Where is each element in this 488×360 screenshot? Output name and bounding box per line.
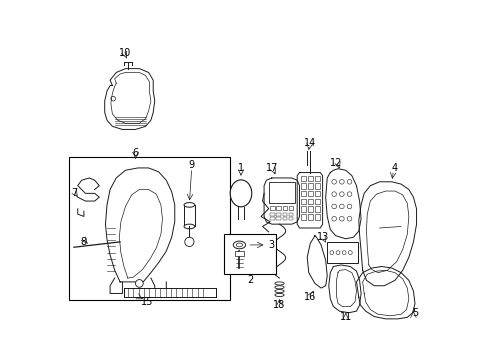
- Circle shape: [346, 204, 351, 209]
- Circle shape: [339, 216, 344, 221]
- Circle shape: [331, 216, 336, 221]
- Bar: [224, 234, 276, 274]
- Bar: [314, 206, 320, 212]
- Bar: [314, 191, 320, 197]
- Bar: [123, 288, 216, 297]
- Text: 7: 7: [71, 188, 77, 198]
- Circle shape: [342, 251, 346, 255]
- Ellipse shape: [274, 282, 284, 285]
- Circle shape: [135, 280, 143, 287]
- Text: 5: 5: [411, 308, 417, 318]
- Circle shape: [335, 251, 339, 255]
- Bar: [288, 206, 293, 210]
- Text: 4: 4: [391, 163, 397, 173]
- Circle shape: [111, 96, 115, 101]
- Circle shape: [331, 204, 336, 209]
- Bar: [234, 251, 244, 256]
- Bar: [301, 183, 306, 189]
- Text: 12: 12: [329, 158, 341, 167]
- Text: 1: 1: [238, 163, 244, 173]
- Bar: [270, 217, 274, 220]
- Ellipse shape: [236, 243, 242, 247]
- Text: 3: 3: [268, 240, 274, 250]
- Bar: [268, 182, 294, 203]
- Bar: [307, 191, 313, 197]
- Bar: [276, 206, 281, 210]
- Circle shape: [339, 204, 344, 209]
- Bar: [301, 191, 306, 197]
- Bar: [314, 199, 320, 204]
- Circle shape: [346, 192, 351, 197]
- Bar: [301, 199, 306, 204]
- Ellipse shape: [230, 180, 251, 207]
- Circle shape: [339, 180, 344, 184]
- Bar: [314, 183, 320, 189]
- Circle shape: [331, 180, 336, 184]
- Ellipse shape: [183, 203, 194, 207]
- Text: 16: 16: [304, 292, 316, 302]
- Bar: [301, 176, 306, 181]
- Text: 2: 2: [246, 275, 253, 285]
- Bar: [307, 176, 313, 181]
- Circle shape: [339, 192, 344, 197]
- Text: 10: 10: [119, 48, 131, 58]
- Text: 13: 13: [316, 232, 328, 242]
- Bar: [270, 213, 274, 216]
- Text: 18: 18: [273, 300, 285, 310]
- Bar: [314, 176, 320, 181]
- Circle shape: [346, 216, 351, 221]
- Ellipse shape: [183, 224, 194, 229]
- Bar: [183, 205, 194, 226]
- Bar: [282, 217, 286, 220]
- Text: 9: 9: [188, 160, 194, 170]
- Bar: [288, 217, 293, 220]
- Text: 6: 6: [132, 148, 138, 158]
- Circle shape: [347, 251, 351, 255]
- Bar: [288, 213, 293, 216]
- Ellipse shape: [274, 293, 284, 297]
- Text: 11: 11: [339, 312, 351, 322]
- Bar: [314, 214, 320, 220]
- Bar: [301, 214, 306, 220]
- Circle shape: [346, 180, 351, 184]
- Ellipse shape: [233, 241, 245, 249]
- Bar: [282, 206, 286, 210]
- Bar: [307, 206, 313, 212]
- Bar: [307, 183, 313, 189]
- Bar: [270, 206, 274, 210]
- Bar: [282, 213, 286, 216]
- Circle shape: [331, 192, 336, 197]
- Ellipse shape: [274, 289, 284, 293]
- Circle shape: [329, 251, 333, 255]
- Ellipse shape: [274, 286, 284, 289]
- Text: 15: 15: [141, 297, 153, 307]
- Bar: [307, 199, 313, 204]
- Bar: [276, 213, 281, 216]
- Bar: [307, 214, 313, 220]
- Circle shape: [184, 237, 194, 247]
- Text: 17: 17: [265, 163, 277, 173]
- Bar: [68, 157, 230, 300]
- Bar: [301, 206, 306, 212]
- Text: 14: 14: [304, 138, 316, 148]
- Bar: [326, 242, 357, 264]
- Bar: [276, 217, 281, 220]
- Text: 8: 8: [81, 237, 87, 247]
